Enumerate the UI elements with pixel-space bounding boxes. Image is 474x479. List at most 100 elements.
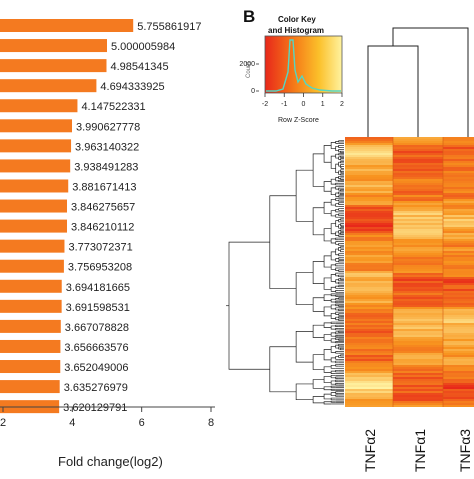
dendrogram-branch — [331, 299, 336, 302]
heatmap-cell — [393, 149, 443, 151]
heatmap-cell — [443, 207, 474, 209]
heatmap-cell — [443, 279, 474, 281]
dendrogram-branch — [336, 280, 339, 283]
heatmap-cell — [345, 329, 393, 331]
bar-value-label: 3.881671413 — [72, 181, 136, 193]
bar-value-label: 3.694181665 — [66, 282, 130, 294]
heatmap-cell — [443, 257, 474, 259]
heatmap-cell — [443, 161, 474, 163]
dendrogram-branch — [324, 256, 331, 267]
heatmap-cell — [443, 323, 474, 325]
heatmap-cell — [393, 251, 443, 253]
heatmap-cell — [393, 253, 443, 255]
heatmap-cell — [443, 335, 474, 337]
heatmap-cell — [345, 279, 393, 281]
heatmap-cell — [345, 201, 393, 203]
heatmap-cell — [393, 271, 443, 273]
heatmap-cell — [393, 245, 443, 247]
heatmap-cell — [345, 205, 393, 207]
heatmap-cell — [443, 265, 474, 267]
dendrogram-branch — [313, 355, 324, 370]
heatmap-cell — [393, 279, 443, 281]
heatmap-cell — [393, 299, 443, 301]
heatmap-cell — [393, 319, 443, 321]
heatmap-cell — [443, 249, 474, 251]
heatmap-cell — [393, 345, 443, 347]
heatmap-cell — [393, 377, 443, 379]
heatmap-cell — [393, 301, 443, 303]
heatmap-cell — [393, 145, 443, 147]
dendrogram-branch — [324, 387, 331, 390]
heatmap-cell — [443, 369, 474, 371]
dendrogram-branch — [336, 361, 339, 363]
dendrogram-branch — [336, 177, 339, 180]
heatmap-cell — [443, 379, 474, 381]
bar — [0, 200, 67, 213]
dendrogram-branch — [331, 358, 336, 362]
color-key-gradient — [265, 36, 342, 93]
heatmap-cell — [443, 343, 474, 345]
heatmap-cell — [443, 157, 474, 159]
color-key-x-label: Row Z-Score — [278, 117, 319, 124]
heatmap-cell — [393, 269, 443, 271]
heatmap-cell — [345, 359, 393, 361]
heatmap-cell — [443, 317, 474, 319]
bar — [0, 119, 72, 132]
dendrogram-branch — [336, 345, 339, 348]
heatmap-cell — [393, 217, 443, 219]
dendrogram-branch — [339, 309, 341, 310]
dendrogram-branch — [339, 180, 341, 181]
bar — [0, 59, 106, 72]
color-key-title: Color Key — [278, 15, 316, 24]
dendrogram-branch — [296, 384, 313, 400]
heatmap-cell — [345, 191, 393, 193]
heatmap-cell — [443, 333, 474, 335]
heatmap-cell — [443, 391, 474, 393]
heatmap-cell — [443, 151, 474, 153]
dendrogram-branch — [336, 336, 339, 337]
heatmap-cell — [443, 283, 474, 285]
bar — [0, 179, 68, 192]
heatmap-cell — [393, 261, 443, 263]
bar — [0, 360, 60, 373]
heatmap-cell — [345, 151, 393, 153]
dendrogram-branch — [324, 402, 331, 404]
heatmap-cell — [345, 261, 393, 263]
heatmap-cell — [345, 285, 393, 287]
heatmap-cell — [393, 329, 443, 331]
heatmap-cell — [345, 287, 393, 289]
dendrogram-branch — [313, 208, 324, 235]
heatmap-cell — [443, 217, 474, 219]
heatmap-cell — [443, 141, 474, 143]
heatmap-cell — [443, 347, 474, 349]
heatmap-cell — [345, 317, 393, 319]
heatmap-cell — [393, 177, 443, 179]
heatmap-cell — [345, 325, 393, 327]
bar — [0, 380, 60, 393]
heatmap-cell — [443, 173, 474, 175]
heatmap-cell — [345, 397, 393, 399]
x-tick-label: 6 — [139, 417, 145, 429]
heatmap-cell — [393, 361, 443, 363]
heatmap-cell — [345, 221, 393, 223]
heatmap-cell — [393, 405, 443, 407]
heatmap-cell — [393, 139, 443, 141]
heatmap-cell — [443, 163, 474, 165]
bar — [0, 39, 107, 52]
heatmap-cell — [443, 147, 474, 149]
heatmap-cell — [345, 335, 393, 337]
heatmap-cell — [393, 231, 443, 233]
dendrogram-branch — [331, 156, 336, 168]
heatmap-cell — [443, 305, 474, 307]
dendrogram-branch — [324, 182, 331, 192]
heatmap-cell — [443, 237, 474, 239]
dendrogram-branch — [331, 381, 336, 384]
dendrogram-branch — [368, 46, 418, 137]
bar-value-label: 3.667078828 — [65, 322, 129, 334]
dendrogram-branch — [270, 347, 296, 392]
heatmap-cell — [393, 273, 443, 275]
dendrogram-branch — [339, 243, 341, 245]
heatmap-cell — [345, 149, 393, 151]
dendrogram-branch — [339, 192, 341, 194]
